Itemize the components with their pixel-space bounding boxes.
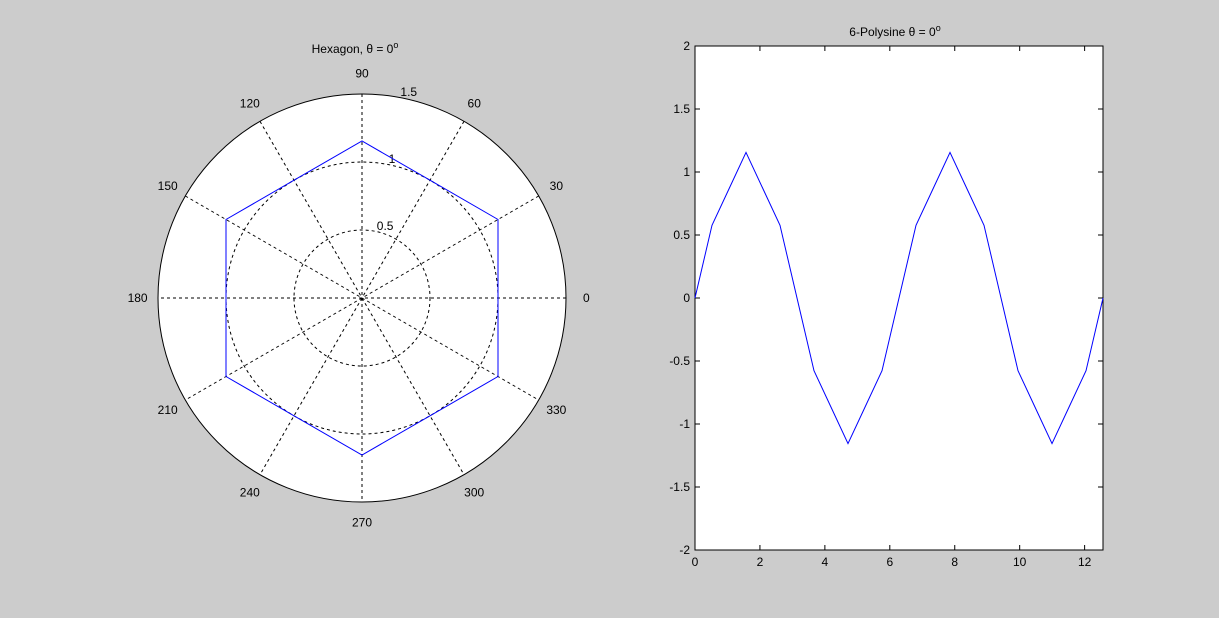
polar-plot: Hexagon, θ = 0o 0.5 1 1.5 0 30 60 90 120 150 180 2… xyxy=(128,40,590,529)
y-tick-label: 0 xyxy=(683,291,690,305)
y-tick-label: -1.5 xyxy=(669,480,690,494)
y-tick-label: 1.5 xyxy=(673,102,690,116)
polar-theta-tick-label: 150 xyxy=(158,179,178,193)
polar-theta-tick-label: 270 xyxy=(352,515,372,529)
polar-theta-tick-label: 30 xyxy=(550,179,564,193)
polar-r-grid xyxy=(293,229,431,367)
x-tick-label: 0 xyxy=(692,555,699,569)
polar-series-line xyxy=(225,140,499,456)
y-tick-label: -2 xyxy=(679,543,690,557)
polar-theta-tick-label: 210 xyxy=(158,403,178,417)
y-tick-label: -0.5 xyxy=(669,354,690,368)
x-tick-label: 6 xyxy=(886,555,893,569)
polar-r-tick-label: 1.5 xyxy=(400,85,417,99)
y-tick-label: 0.5 xyxy=(673,228,690,242)
polar-title: Hexagon, θ = 0o xyxy=(312,40,399,56)
polar-theta-tick-label: 0 xyxy=(583,291,590,305)
x-tick-label: 2 xyxy=(757,555,764,569)
polar-theta-tick-label: 60 xyxy=(468,97,482,111)
polar-r-tick-label: 1 xyxy=(389,152,396,166)
polar-theta-tick-label: 300 xyxy=(464,485,484,499)
polar-theta-tick-label: 330 xyxy=(546,403,566,417)
series-line xyxy=(694,151,1104,445)
polar-r-tick-label: 0.5 xyxy=(377,219,394,233)
x-tick-label: 4 xyxy=(822,555,829,569)
x-tick-label: 12 xyxy=(1078,555,1092,569)
y-tick-label: 1 xyxy=(683,165,690,179)
line-plot: 6-Polysine θ = 0o -2 -1.5 -1 -0.5 0 0.5 1 1.5 2 0… xyxy=(669,23,1104,569)
y-tick-label: -1 xyxy=(679,417,690,431)
x-tick-label: 8 xyxy=(951,555,958,569)
polar-theta-tick-label: 180 xyxy=(128,291,148,305)
y-tick-label: 2 xyxy=(683,39,690,53)
polar-theta-tick-label: 120 xyxy=(240,97,260,111)
polar-theta-tick-label: 90 xyxy=(355,67,369,81)
x-tick-label: 10 xyxy=(1013,555,1027,569)
polar-theta-tick-label: 240 xyxy=(240,485,260,499)
line-title: 6-Polysine θ = 0o xyxy=(849,23,940,39)
